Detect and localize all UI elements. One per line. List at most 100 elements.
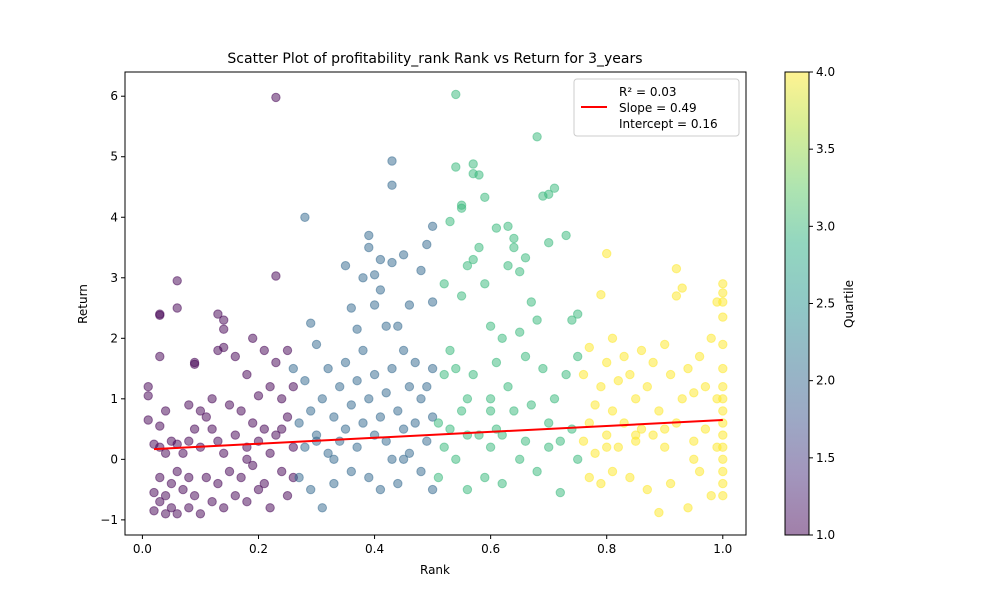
data-point-q4 [718, 339, 728, 350]
legend-entry-r2: R² = 0.03 [619, 85, 677, 99]
data-point-q4 [660, 339, 670, 350]
data-point-q1 [219, 315, 229, 325]
data-point-q4 [677, 394, 687, 404]
data-point-q3 [573, 309, 583, 319]
data-point-q3 [549, 394, 560, 404]
data-point-q1 [271, 357, 281, 368]
data-point-q2 [335, 436, 345, 446]
data-point-q1 [219, 342, 229, 353]
data-point-q1 [155, 497, 165, 507]
colorbar-tick-label: 1.0 [816, 528, 835, 542]
data-point-q2 [358, 418, 368, 428]
data-point-q3 [509, 233, 519, 244]
legend: R² = 0.03 Slope = 0.49 Intercept = 0.16 [573, 78, 740, 137]
data-point-q1 [178, 448, 188, 458]
data-point-q2 [369, 369, 380, 380]
data-point-q3 [456, 291, 467, 301]
data-point-q2 [416, 466, 426, 477]
data-point-q2 [398, 454, 409, 464]
data-point-q4 [654, 507, 664, 518]
data-point-q2 [364, 242, 374, 253]
data-point-q3 [509, 242, 519, 253]
data-point-q3 [462, 394, 473, 404]
data-point-q2 [387, 156, 397, 166]
data-point-q1 [277, 394, 287, 404]
data-point-q1 [143, 415, 153, 425]
data-point-q4 [718, 406, 728, 416]
colorbar-label: Quartile [842, 280, 856, 328]
data-point-q3 [538, 363, 548, 374]
data-point-q3 [451, 89, 461, 100]
y-tick-label: 4 [110, 210, 118, 224]
data-point-q1 [178, 484, 188, 495]
data-point-q2 [381, 321, 391, 331]
data-point-q1 [282, 491, 293, 501]
data-point-q1 [149, 487, 159, 498]
data-point-q1 [195, 509, 206, 519]
data-point-q3 [445, 345, 455, 356]
legend-entry-intercept: Intercept = 0.16 [619, 117, 718, 131]
data-point-q1 [288, 442, 298, 452]
data-point-q4 [718, 288, 728, 298]
data-point-q2 [410, 357, 420, 368]
data-point-q1 [271, 92, 281, 103]
data-point-q4 [636, 345, 647, 356]
data-point-q3 [468, 254, 478, 265]
data-point-q1 [277, 466, 287, 477]
data-point-q3 [480, 279, 490, 289]
data-point-q3 [544, 442, 554, 452]
data-point-q4 [718, 466, 728, 477]
data-point-q4 [642, 484, 652, 495]
data-point-q4 [694, 351, 705, 362]
data-point-q1 [155, 421, 165, 431]
data-point-q4 [683, 503, 693, 513]
data-point-q2 [427, 412, 438, 422]
data-point-q3 [503, 382, 513, 392]
y-axis-label: Return [76, 284, 90, 324]
x-tick-label: 0.4 [365, 542, 384, 556]
data-point-q3 [526, 400, 536, 410]
data-point-q1 [248, 333, 258, 343]
data-point-q4 [700, 382, 711, 392]
x-tick-label: 0.2 [249, 542, 268, 556]
data-point-q1 [184, 436, 194, 446]
data-point-q3 [468, 369, 478, 380]
data-point-q3 [474, 170, 484, 180]
data-point-q4 [665, 478, 676, 489]
data-point-q4 [706, 491, 716, 501]
data-point-q3 [480, 192, 490, 203]
data-point-q2 [427, 363, 438, 374]
data-point-q1 [155, 310, 165, 320]
data-point-q2 [410, 418, 420, 428]
data-point-q1 [230, 491, 241, 501]
data-point-q4 [689, 388, 699, 398]
data-point-q3 [433, 472, 444, 483]
data-point-q3 [445, 216, 455, 227]
data-point-q3 [462, 484, 473, 495]
colorbar-tick-label: 4.0 [816, 65, 835, 79]
data-point-q4 [718, 297, 728, 307]
data-point-q2 [346, 303, 356, 313]
data-point-q2 [329, 412, 339, 422]
data-point-q1 [160, 491, 171, 501]
data-point-q2 [317, 394, 327, 404]
data-point-q1 [259, 424, 269, 434]
data-point-q1 [189, 424, 200, 434]
data-point-q2 [375, 484, 386, 495]
data-point-q4 [596, 290, 606, 300]
data-point-q2 [422, 239, 432, 250]
data-point-q2 [375, 285, 386, 295]
data-point-q1 [189, 359, 200, 369]
data-point-q4 [613, 442, 623, 452]
data-point-q1 [288, 382, 298, 392]
data-point-q3 [451, 162, 461, 172]
data-point-q2 [346, 400, 356, 410]
data-point-q4 [596, 478, 606, 489]
data-point-q3 [567, 315, 577, 325]
data-point-q2 [427, 221, 438, 232]
data-point-q4 [602, 442, 612, 452]
data-point-q1 [213, 309, 223, 319]
data-point-q1 [248, 460, 258, 471]
data-point-q1 [207, 497, 217, 507]
